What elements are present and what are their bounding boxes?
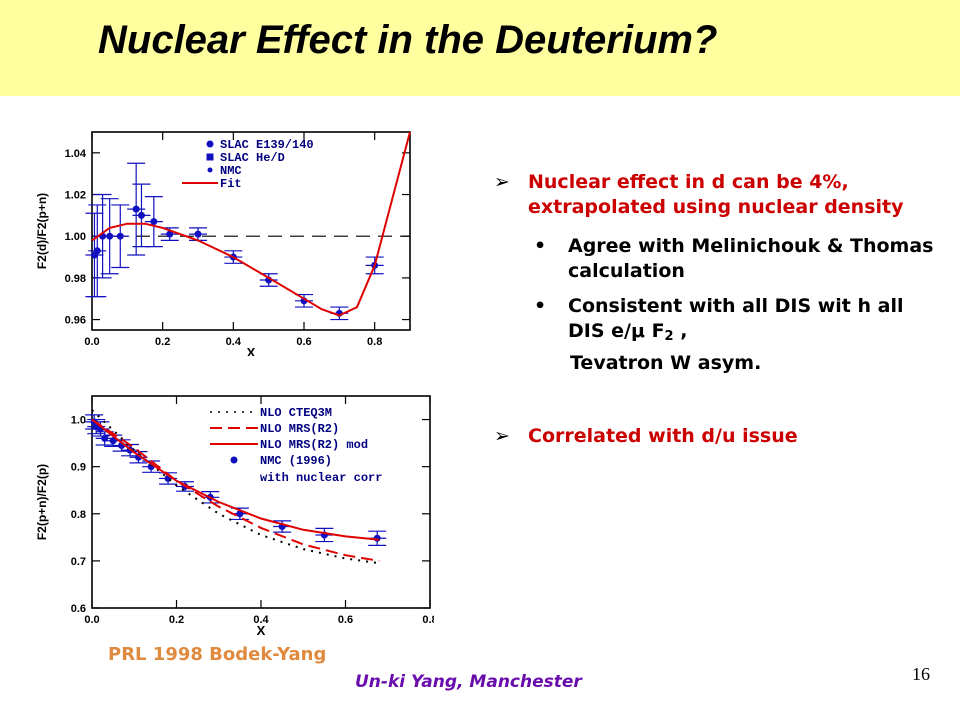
- legend-marker-nmc: [230, 456, 238, 464]
- y-tick-label: 0.6: [71, 603, 86, 615]
- x-tick-label: 0.8: [367, 336, 382, 348]
- y-axis-label: F2(p+n)/F2(p): [35, 464, 49, 540]
- bullet-nuclear-effect-text: Nuclear effect in d can be 4%, extrapola…: [528, 171, 904, 218]
- data-point: [116, 232, 124, 240]
- x-tick-label: 0.2: [155, 336, 170, 348]
- y-tick-label: 1.02: [65, 190, 86, 202]
- deuterium-ratio-plot: 0.0 0.2 0.4 0.6 0.8 0.96 0.98 1.00 1.02 1.04 X F2(d…: [14, 118, 424, 360]
- y-tick-label: 0.9: [71, 462, 86, 474]
- data-point: [109, 437, 117, 445]
- data-point: [106, 232, 114, 240]
- mu-symbol: μ: [630, 320, 645, 342]
- legend-label-slac-he: SLAC He/D: [220, 151, 285, 165]
- y-tick-label: 1.0: [71, 415, 86, 427]
- legend-label-nuclear-corr: with nuclear corr: [260, 471, 382, 485]
- dot-bullet-icon: •: [534, 295, 547, 317]
- legend-label-slac-e139: SLAC E139/140: [220, 138, 314, 152]
- deuterium-ratio-svg: 0.0 0.2 0.4 0.6 0.8 0.96 0.98 1.00 1.02 1.04 X F2(d…: [35, 131, 411, 360]
- legend-marker-square: [206, 153, 214, 161]
- y-tick-label: 0.96: [65, 315, 86, 327]
- legend-label-nmc-1996: NMC (1996): [260, 454, 332, 468]
- x-tick-label: 0.8: [422, 614, 434, 626]
- y-tick-label: 0.8: [71, 509, 86, 521]
- legend-label-mrs: NLO MRS(R2): [260, 422, 339, 436]
- slide-title: Nuclear Effect in the Deuterium?: [98, 18, 718, 62]
- arrow-bullet-icon: ➢: [494, 171, 510, 193]
- series-line: [91, 131, 411, 317]
- footer-author: Un-ki Yang, Manchester: [355, 672, 582, 692]
- data-point: [150, 218, 158, 226]
- subbullet-consistent-tail: ,: [673, 320, 688, 342]
- x-tick-label: 0.4: [226, 336, 242, 348]
- f-subscript: 2: [664, 329, 674, 344]
- data-point: [132, 205, 140, 213]
- y-tick-label: 0.7: [71, 556, 86, 568]
- data-point: [166, 230, 174, 238]
- x-axis-label: X: [247, 345, 256, 356]
- x-tick-label: 0.0: [84, 336, 99, 348]
- x-tick-label: 0.6: [296, 336, 311, 348]
- title-band: Nuclear Effect in the Deuterium?: [0, 0, 960, 96]
- bullet-correlated-text: Correlated with d/u issue: [528, 425, 798, 447]
- data-point: [194, 230, 202, 238]
- y-tick-label: 0.98: [65, 273, 86, 285]
- x-tick-label: 0.4: [253, 614, 269, 626]
- y-tick-label: 1.04: [65, 148, 87, 160]
- subbullet-melinichouk-text: Agree with Melinichouk & Thomas calculat…: [568, 235, 934, 282]
- series-line: [91, 418, 380, 562]
- data-point: [137, 211, 145, 219]
- bullet-correlated: ➢ Correlated with d/u issue: [494, 424, 944, 449]
- subbullet-consistent-text: Consistent with all DIS wit h all DIS e/: [568, 295, 904, 342]
- bullet-nuclear-effect: ➢ Nuclear effect in d can be 4%, extrapo…: [494, 170, 944, 220]
- x-tick-label: 0.0: [84, 614, 99, 626]
- data-point: [101, 434, 109, 442]
- y-tick-label: 1.00: [65, 231, 86, 243]
- legend-marker-circle: [206, 140, 214, 148]
- x-tick-label: 0.6: [338, 614, 353, 626]
- plot-frame: [91, 131, 411, 331]
- x-tick-label: 0.2: [169, 614, 184, 626]
- subbullet-tevatron: Tevatron W asym.: [570, 352, 762, 374]
- legend-label-nmc: NMC: [220, 164, 242, 178]
- data-point: [93, 247, 101, 255]
- top-legend: SLAC E139/140 SLAC He/D NMC Fit: [182, 138, 314, 191]
- series-line: [91, 418, 380, 541]
- page-number: 16: [912, 664, 930, 684]
- bottom-legend: NLO CTEQ3M NLO MRS(R2) NLO MRS(R2) mod N…: [210, 406, 382, 485]
- reference-citation: PRL 1998 Bodek-Yang: [108, 644, 327, 665]
- neutron-proton-ratio-plot: 0.0 0.2 0.4 0.6 0.8 0.6 0.7 0.8 0.9 1.0 X F2(p+n)/F…: [14, 382, 438, 644]
- bullet-list: ➢ Nuclear effect in d can be 4%, extrapo…: [494, 170, 944, 449]
- f-symbol: F: [644, 320, 665, 342]
- legend-label-mrs-mod: NLO MRS(R2) mod: [260, 438, 368, 452]
- neutron-proton-ratio-svg: 0.0 0.2 0.4 0.6 0.8 0.6 0.7 0.8 0.9 1.0 X F2(p+n)/F…: [35, 395, 438, 638]
- subbullet-melinichouk: • Agree with Melinichouk & Thomas calcul…: [494, 234, 944, 284]
- arrow-bullet-icon: ➢: [494, 425, 510, 447]
- subbullet-consistent: • Consistent with all DIS wit h all DIS …: [494, 294, 944, 349]
- data-point: [236, 510, 244, 518]
- y-axis-label: F2(d)/F2(p+n): [35, 193, 49, 269]
- legend-label-fit: Fit: [220, 177, 242, 191]
- x-axis-label: X: [257, 623, 266, 638]
- dot-bullet-icon: •: [534, 235, 547, 257]
- legend-label-cteq3m: NLO CTEQ3M: [260, 406, 332, 420]
- legend-marker-dot: [207, 167, 213, 173]
